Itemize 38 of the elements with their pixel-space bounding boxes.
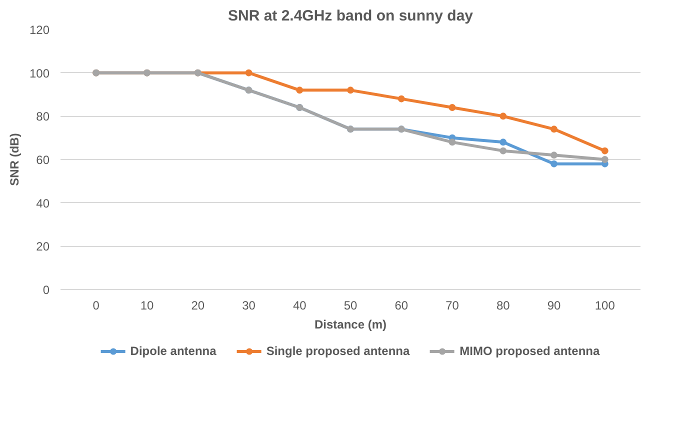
y-tick-label: 40 (36, 196, 50, 210)
x-axis-title: Distance (m) (314, 318, 387, 332)
legend-label: MIMO proposed antenna (460, 344, 600, 358)
point (601, 156, 608, 163)
x-tick-label: 40 (292, 298, 307, 312)
x-tick-label: 20 (191, 298, 205, 312)
x-tick-label: 0 (92, 298, 100, 312)
point (500, 147, 507, 154)
x-tick-label: 90 (547, 298, 562, 312)
y-tick-label: 20 (36, 240, 50, 254)
point (550, 152, 558, 159)
point (296, 86, 304, 94)
point (500, 138, 507, 146)
legend-label: Dipole antenna (130, 344, 216, 358)
y-axis-title: SNR (dB) (7, 133, 22, 186)
point (448, 138, 456, 146)
y-tick-label: 100 (29, 66, 50, 80)
x-tick-label: 80 (496, 298, 510, 312)
point (550, 160, 558, 168)
point (550, 126, 558, 133)
point (245, 69, 252, 76)
chart-title: SNR at 2.4GHz band on sunny day (228, 8, 474, 24)
legend-label: Single proposed antenna (266, 344, 410, 358)
y-tick-label: 120 (29, 23, 50, 37)
point (398, 95, 405, 102)
y-tick-label: 80 (36, 110, 50, 124)
point (347, 86, 354, 94)
x-tick-label: 70 (446, 298, 460, 312)
point (500, 112, 507, 120)
point (601, 147, 608, 154)
y-tick-label: 0 (42, 283, 50, 297)
x-tick-label: 100 (594, 298, 616, 312)
x-tick-label: 60 (394, 298, 408, 312)
x-tick-label: 10 (140, 298, 154, 312)
x-tick-label: 50 (344, 298, 358, 312)
point (448, 104, 456, 111)
y-tick-label: 60 (36, 153, 50, 167)
x-tick-label: 30 (242, 298, 256, 312)
